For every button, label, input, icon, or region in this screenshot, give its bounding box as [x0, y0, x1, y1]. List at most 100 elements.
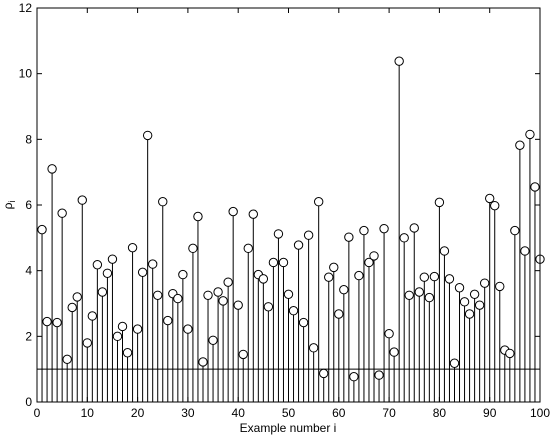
data-point	[178, 269, 188, 280]
data-point	[243, 243, 253, 254]
data-point	[419, 272, 430, 282]
data-point	[414, 287, 424, 297]
data-point	[404, 290, 414, 300]
data-point	[142, 130, 153, 141]
data-point	[97, 287, 108, 297]
x-tick-label: 60	[332, 406, 346, 420]
data-point	[389, 347, 399, 357]
data-point	[298, 317, 309, 328]
data-point	[158, 197, 168, 207]
data-point	[263, 302, 274, 312]
x-tick-label: 20	[131, 406, 145, 420]
data-point	[344, 232, 354, 242]
data-point	[349, 372, 359, 382]
y-tick-label: 8	[25, 132, 32, 146]
data-point	[102, 268, 113, 278]
data-point	[198, 357, 208, 367]
data-point	[52, 317, 62, 328]
data-point	[188, 243, 198, 254]
data-point	[324, 272, 334, 282]
y-axis-label: ρi	[1, 201, 17, 210]
data-point	[434, 197, 445, 208]
data-point	[57, 208, 67, 218]
data-point	[459, 297, 470, 307]
data-point	[218, 296, 228, 306]
x-tick-label: 30	[181, 406, 195, 420]
data-point	[228, 206, 238, 217]
data-point	[449, 358, 460, 368]
data-point	[283, 289, 294, 300]
data-point	[354, 270, 364, 281]
data-point	[394, 56, 404, 66]
data-point	[183, 324, 193, 334]
y-axis-label-sub: i	[7, 201, 17, 203]
data-point	[208, 335, 218, 345]
data-point	[510, 225, 520, 236]
data-point	[37, 224, 47, 235]
data-point	[364, 257, 374, 268]
y-tick-label: 0	[25, 395, 32, 409]
x-axis-label: Example number i	[240, 421, 337, 435]
data-point	[490, 200, 500, 211]
data-point	[203, 290, 213, 300]
data-point	[308, 343, 319, 353]
data-point	[409, 223, 419, 233]
data-point	[122, 348, 133, 358]
data-point	[469, 289, 480, 300]
data-point	[92, 260, 103, 270]
data-point	[82, 338, 93, 348]
data-point	[238, 349, 248, 360]
x-tick-label: 50	[282, 406, 296, 420]
data-point	[163, 315, 173, 326]
data-point	[359, 225, 369, 236]
data-point	[153, 290, 163, 300]
data-point	[288, 306, 299, 316]
data-point	[313, 197, 324, 207]
data-point	[525, 129, 535, 140]
data-point	[137, 267, 148, 278]
data-point	[72, 292, 82, 302]
y-tick-label: 6	[25, 198, 32, 212]
data-point	[520, 246, 530, 256]
data-point	[42, 316, 52, 327]
data-point	[474, 300, 485, 310]
data-point	[62, 354, 72, 365]
data-point	[399, 233, 409, 243]
data-point	[132, 324, 143, 334]
data-point	[339, 285, 349, 295]
stem-lines	[41, 61, 541, 402]
data-point	[233, 300, 243, 310]
data-point	[303, 230, 314, 240]
data-point	[248, 209, 258, 219]
x-tick-label: 70	[382, 406, 396, 420]
data-point	[193, 211, 203, 222]
data-point	[213, 287, 223, 297]
data-point	[530, 182, 540, 192]
data-point	[112, 331, 123, 342]
data-point	[223, 277, 233, 287]
x-tick-label: 80	[433, 406, 447, 420]
stem-markers	[37, 56, 545, 382]
data-point	[293, 240, 304, 250]
y-tick-label: 4	[25, 264, 32, 278]
data-point	[515, 140, 525, 150]
x-tick-label: 90	[483, 406, 497, 420]
y-axis-ticks: 0 2 4 6 8 10 12	[19, 1, 540, 409]
x-tick-label: 40	[232, 406, 246, 420]
y-tick-label: 10	[19, 67, 33, 81]
y-axis-label-main: ρ	[1, 202, 15, 209]
data-point	[374, 370, 384, 380]
data-point	[268, 257, 279, 268]
data-point	[319, 368, 329, 379]
data-point	[439, 246, 450, 256]
data-point	[117, 321, 128, 332]
data-point	[429, 271, 440, 282]
data-point	[278, 257, 289, 268]
data-point	[127, 242, 138, 253]
data-point	[329, 262, 339, 273]
data-point	[379, 223, 389, 234]
x-tick-label: 100	[530, 406, 550, 420]
data-point	[444, 274, 455, 284]
data-point	[67, 302, 77, 313]
